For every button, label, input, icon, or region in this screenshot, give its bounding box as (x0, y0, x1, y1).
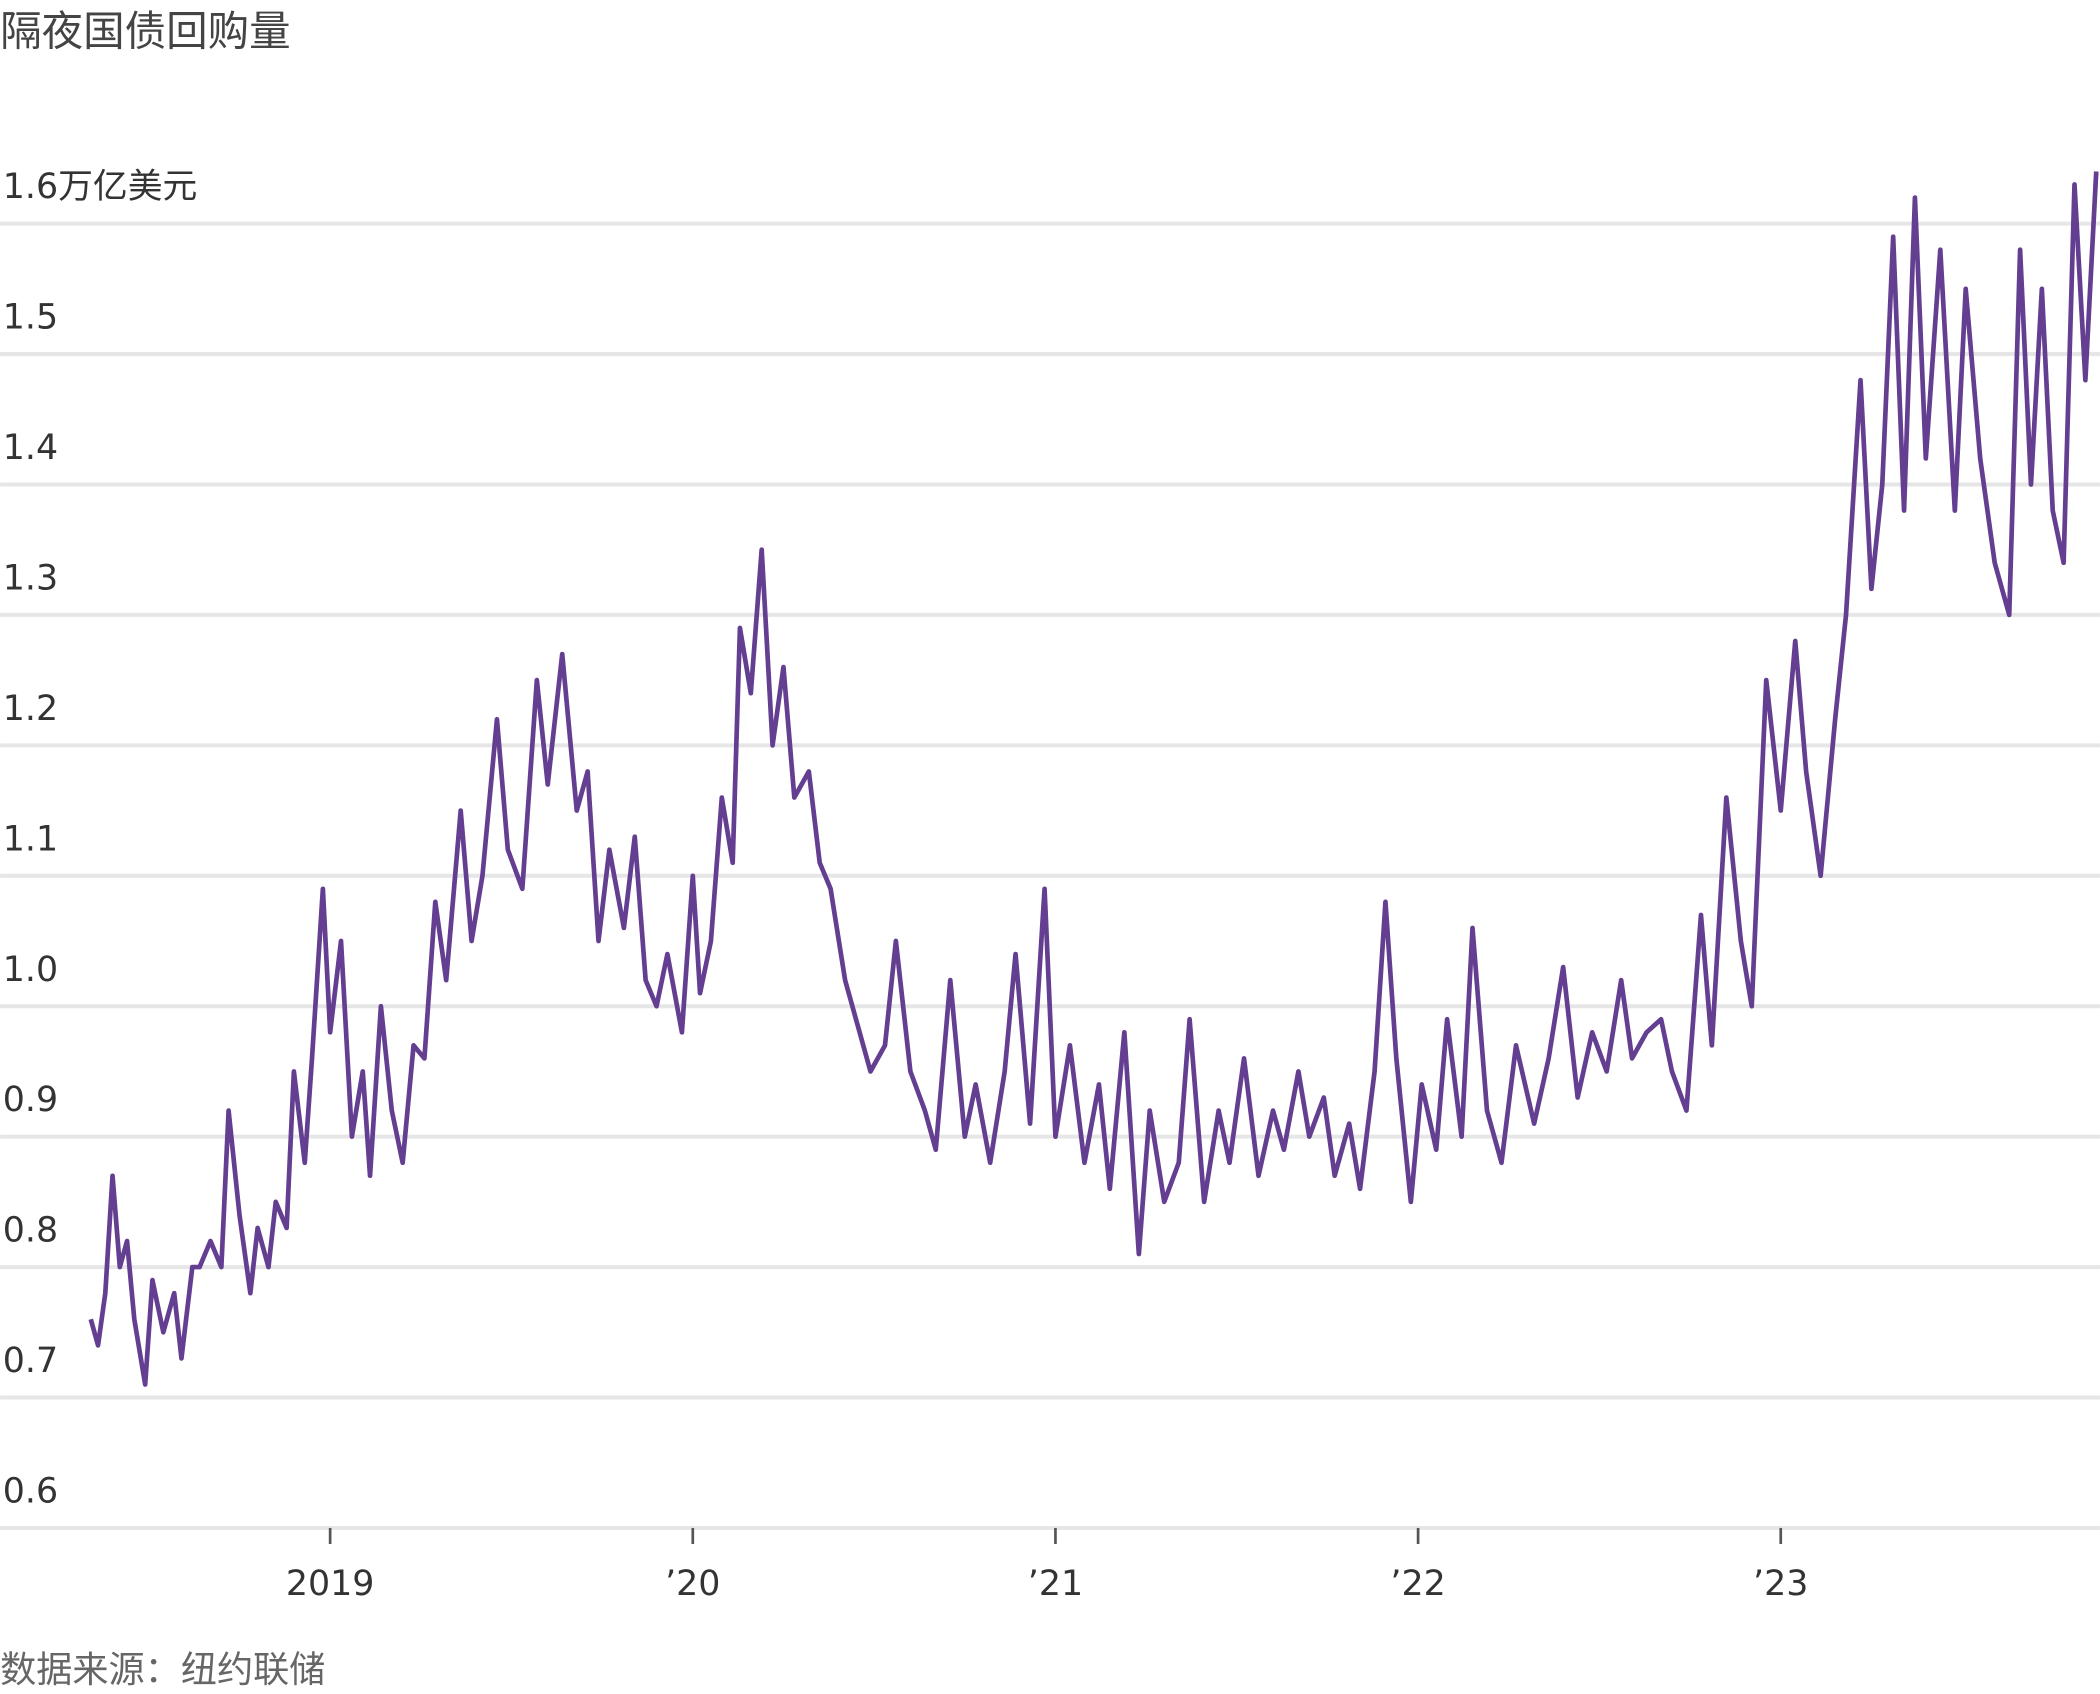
x-tick-label: ’23 (1753, 1564, 1808, 1604)
x-tick-label: ’20 (665, 1564, 720, 1604)
y-tick-label: 1.5 (3, 298, 58, 338)
y-tick-label: 0.7 (3, 1341, 58, 1381)
chart-title: 隔夜国债回购量 (0, 7, 291, 56)
x-tick-label: 2019 (286, 1564, 375, 1604)
y-tick-label: 1.2 (3, 689, 58, 729)
y-tick-label: 1.4 (3, 428, 58, 468)
source-note: 数据来源：纽约联储 (0, 1648, 325, 1691)
x-tick-label: ’22 (1390, 1564, 1445, 1604)
y-tick-label: 0.8 (3, 1211, 58, 1251)
y-tick-label: 1.1 (3, 819, 58, 859)
y-tick-label: 1.6万亿美元 (3, 167, 198, 207)
y-tick-label: 1.3 (3, 558, 58, 598)
x-tick-label: ’21 (1028, 1564, 1083, 1604)
y-tick-label: 1.0 (3, 950, 58, 990)
y-tick-label: 0.9 (3, 1080, 58, 1120)
y-tick-label: 0.6 (3, 1472, 58, 1512)
data-line (88, 171, 2099, 1387)
